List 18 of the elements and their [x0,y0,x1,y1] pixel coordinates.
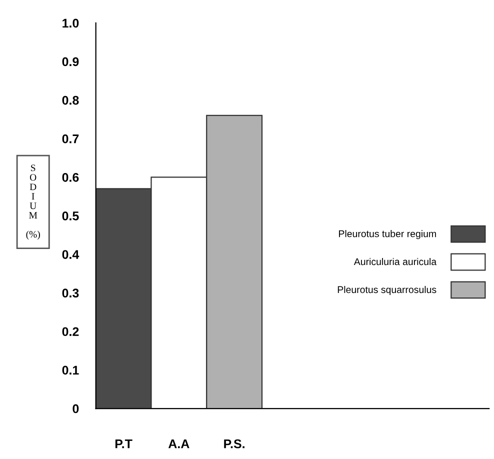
y-tick-label: 0.4 [62,250,80,259]
text: SODIUM (%) [26,164,40,240]
y-tick-label: 0.7 [62,134,79,144]
y-tick-label: 0.9 [62,57,79,66]
legend-label: Auriculuria auricula [354,258,437,266]
y-tick-label: 1.0 [62,18,79,28]
x-tick-label: A.A [168,440,190,448]
y-tick-label: 0.1 [62,366,79,375]
y-tick-label: 0.2 [62,327,79,336]
y-tick-label: 0.6 [62,172,79,182]
legend-label: Pleurotus tuber regium [339,230,436,240]
y-tick-label: 0.8 [62,96,79,105]
y-tick-label: 0.3 [62,288,79,298]
legend-label: Pleurotus squarrosulus [338,286,436,296]
x-tick-label: P.T [115,440,132,448]
y-tick-label: 0 [72,404,79,414]
x-tick-label: P.S. [224,439,244,448]
y-tick-label: 0.5 [62,212,79,220]
